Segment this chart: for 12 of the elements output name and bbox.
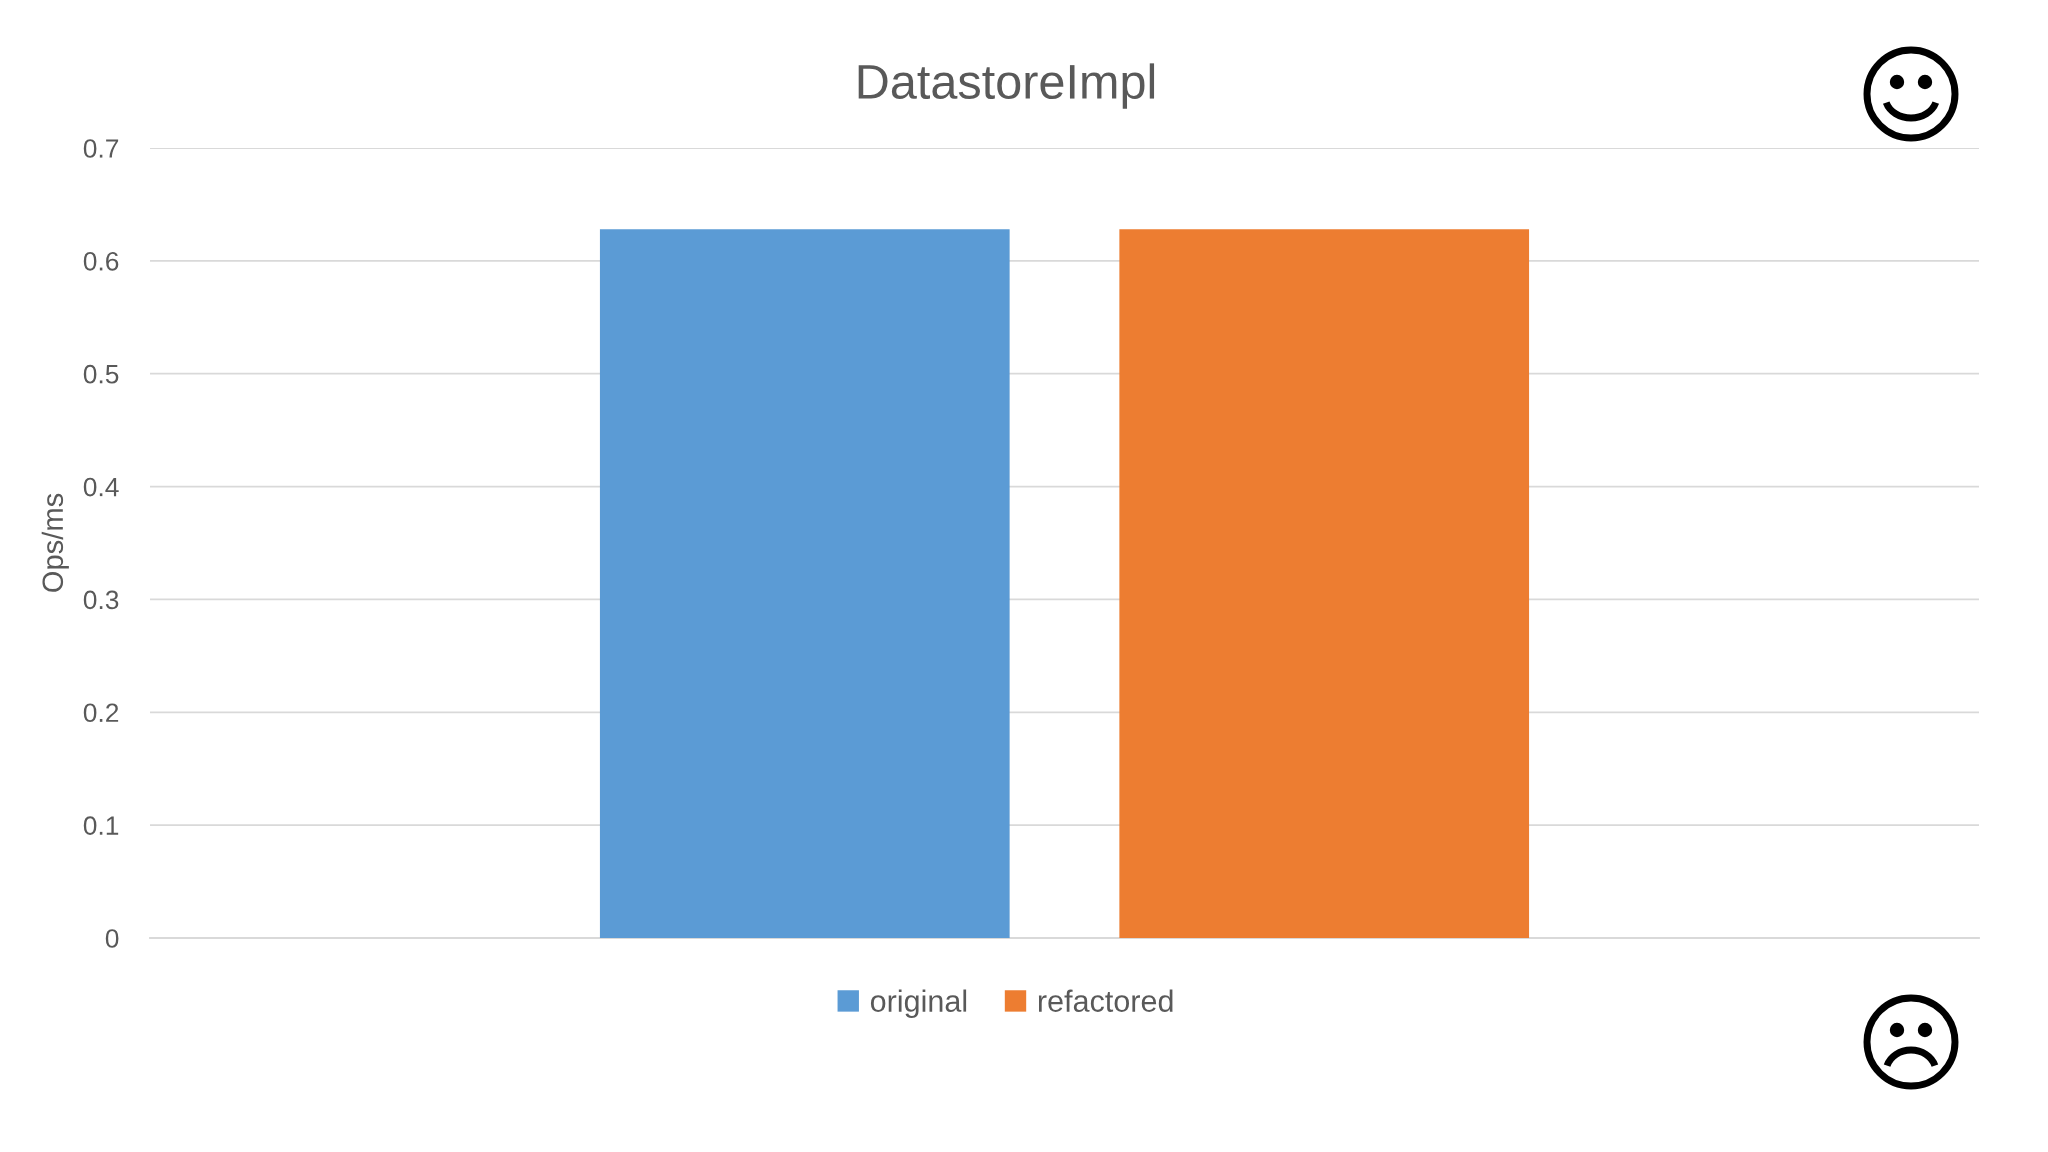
- y-tick-label: 0.7: [83, 139, 119, 158]
- y-tick-label: 0.4: [83, 477, 119, 497]
- y-axis-title: Ops/ms: [41, 493, 69, 592]
- y-tick-label: 0.6: [83, 251, 119, 271]
- legend-label: refactored: [1038, 989, 1173, 1012]
- y-tick-label: 0.5: [83, 364, 119, 384]
- y-tick-label: 0.1: [83, 816, 119, 835]
- y-tick-label: 0.3: [83, 590, 119, 610]
- legend-label: original: [870, 989, 967, 1018]
- y-tick-label: 0.2: [83, 703, 119, 723]
- y-tick-label: 0: [105, 929, 119, 948]
- chart-title: DatastoreImpl: [858, 63, 1155, 109]
